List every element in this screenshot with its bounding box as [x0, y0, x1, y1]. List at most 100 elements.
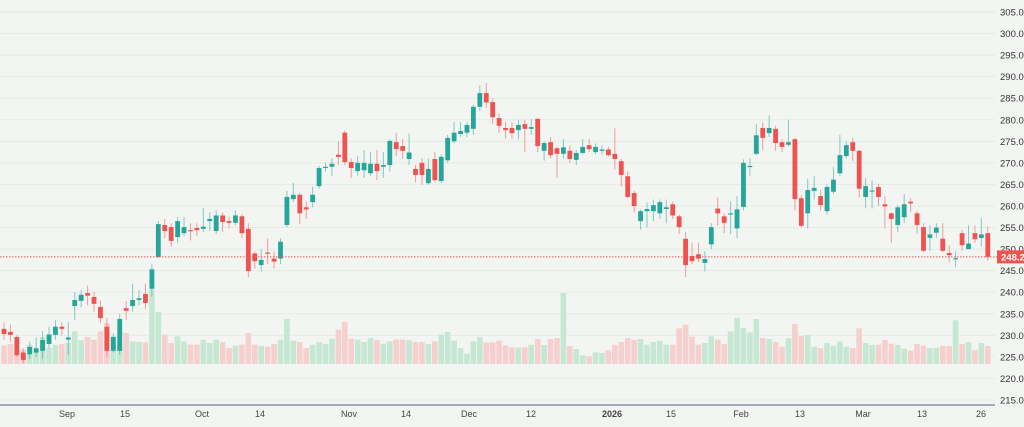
candle — [651, 199, 656, 222]
volume-bar — [978, 343, 985, 364]
candle — [361, 149, 367, 178]
candle-body — [136, 298, 142, 300]
volume-bar — [933, 347, 940, 364]
candle — [972, 225, 978, 243]
candle — [586, 139, 592, 153]
volume-bar — [727, 331, 734, 364]
candle-body — [400, 146, 406, 151]
candle-body — [927, 234, 933, 238]
volume-bar — [78, 340, 84, 364]
candle — [136, 290, 142, 306]
volume-bar — [444, 332, 451, 364]
candle-body — [110, 337, 116, 351]
volume-bar — [406, 340, 412, 364]
candle — [348, 158, 354, 178]
candle — [406, 133, 412, 166]
candle-body — [876, 187, 881, 197]
candle-body — [464, 124, 470, 133]
candle — [143, 283, 148, 310]
volume-bar — [296, 342, 303, 364]
candle — [374, 149, 380, 181]
candle-body — [40, 340, 45, 351]
candle — [509, 121, 515, 140]
candle — [927, 225, 933, 251]
volume-bar — [341, 322, 348, 364]
candle — [779, 139, 785, 153]
candle — [882, 196, 888, 229]
candle — [98, 300, 103, 323]
candle — [252, 251, 258, 269]
volume-bar — [939, 346, 946, 364]
candle-body — [895, 207, 901, 225]
candle — [490, 98, 496, 125]
volume-bar — [71, 331, 78, 364]
candle-body — [194, 227, 200, 231]
candle-body — [470, 106, 476, 129]
volume-bar — [612, 345, 618, 364]
candle — [458, 121, 463, 138]
volume-bar — [239, 344, 245, 364]
y-tick-label: 240.0 — [1000, 288, 1024, 299]
volume-bar — [142, 342, 149, 364]
candle-body — [59, 326, 65, 329]
volume-bar — [284, 319, 290, 364]
y-tick-label: 215.0 — [1000, 395, 1024, 406]
candle — [316, 165, 322, 189]
volume-bar — [213, 339, 219, 364]
candle-body — [419, 162, 425, 175]
volume-bar — [290, 340, 297, 364]
volume-bar — [509, 347, 515, 364]
candle-body — [843, 145, 849, 156]
volume-bar — [798, 336, 805, 364]
volume-bar — [97, 331, 104, 364]
candle-body — [200, 226, 206, 229]
candle — [200, 208, 206, 232]
candle — [657, 199, 663, 219]
candle — [593, 143, 598, 155]
volume-bar — [605, 350, 612, 364]
y-tick-label: 220.0 — [1000, 374, 1024, 385]
candle-body — [175, 221, 181, 238]
candle — [413, 165, 418, 183]
volume-bar — [264, 346, 271, 364]
candle-body — [117, 318, 123, 351]
volume-bar — [46, 348, 52, 364]
candle-body — [226, 221, 232, 223]
price-axis[interactable]: 305.0 300.0 295.0 290.0 285.0 280.0 275.0 270.0… — [1000, 8, 1024, 407]
candle-body — [798, 198, 804, 226]
candle — [14, 335, 20, 357]
volume-bar — [322, 344, 329, 364]
candle-body — [85, 293, 90, 296]
candle-body — [522, 124, 528, 129]
candle — [65, 322, 71, 355]
candle-body — [593, 146, 598, 153]
candle — [670, 201, 676, 219]
y-tick-label: 245.0 — [1000, 266, 1024, 277]
candle-body — [831, 179, 836, 192]
candle — [702, 251, 708, 272]
volume-bar — [907, 350, 914, 364]
candle-body — [670, 204, 676, 216]
x-tick-label: Feb — [733, 409, 749, 419]
candle — [786, 119, 791, 147]
candle — [258, 249, 264, 272]
volume-bar — [168, 343, 174, 364]
candle — [278, 238, 283, 265]
candle — [843, 141, 849, 159]
candle — [297, 193, 303, 225]
candle-body — [901, 204, 907, 218]
volume-bar — [271, 344, 277, 364]
candle — [149, 264, 155, 297]
time-axis[interactable]: Sep 15 Oct 14 Nov 14 Dec 12 2026 15 Feb 13 Mar 13 26 — [59, 409, 986, 419]
volume-bar — [374, 340, 380, 364]
candle-body — [143, 293, 148, 303]
candle-body — [978, 234, 984, 238]
volume-bar — [554, 338, 560, 364]
candle-body — [554, 148, 560, 154]
x-tick-label: 15 — [666, 409, 676, 419]
candle-body — [966, 243, 971, 250]
candle-body — [477, 93, 483, 107]
y-tick-label: 235.0 — [1000, 309, 1024, 320]
candle — [329, 158, 335, 176]
